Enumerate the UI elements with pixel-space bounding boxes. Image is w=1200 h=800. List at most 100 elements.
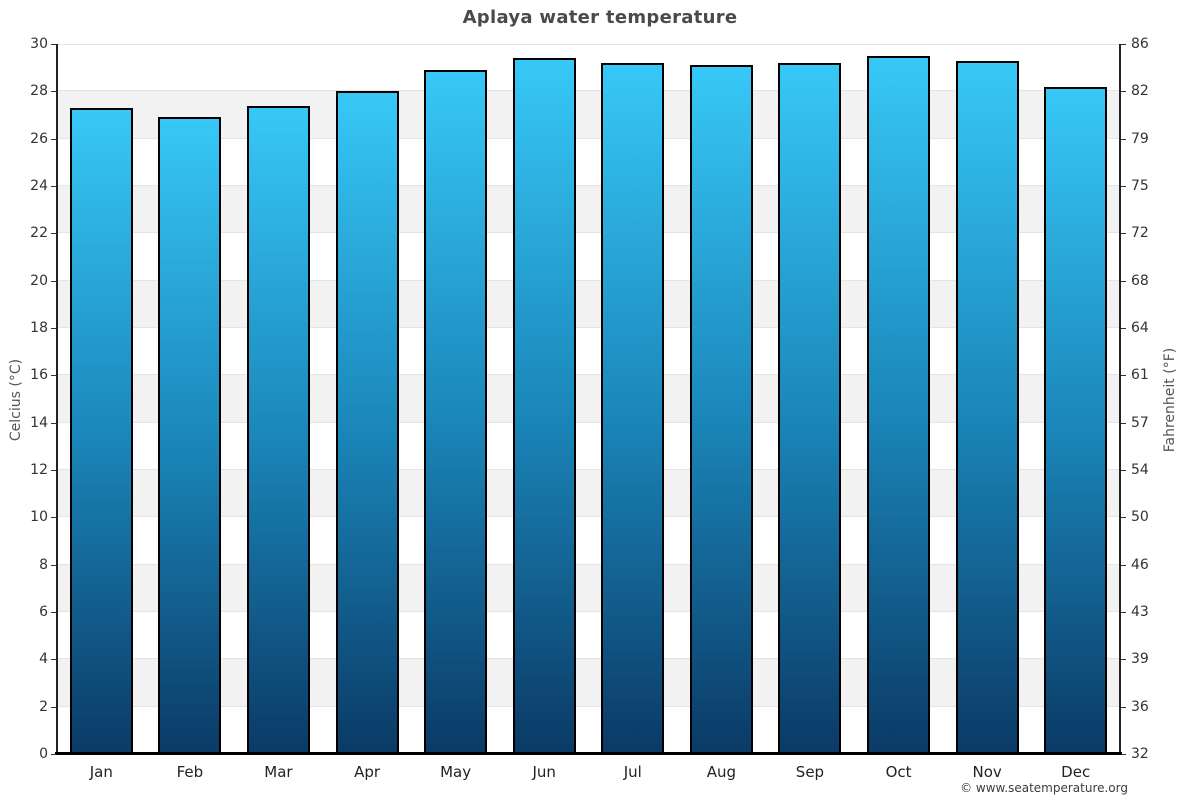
y-tick-label-fahrenheit: 54 xyxy=(1131,462,1149,478)
y-tick-label-fahrenheit: 75 xyxy=(1131,178,1149,194)
y-gridline xyxy=(57,138,1120,139)
axis-tick-mark xyxy=(1121,659,1126,660)
y-tick-label-fahrenheit: 79 xyxy=(1131,130,1149,147)
bar-nov[interactable] xyxy=(956,60,1019,754)
axis-tick-mark xyxy=(1121,754,1126,755)
x-axis-line xyxy=(55,752,1122,755)
plot-band xyxy=(57,422,1120,470)
bar-sep[interactable] xyxy=(778,62,841,754)
axis-tick-mark xyxy=(51,517,56,518)
plot-band xyxy=(57,517,1120,565)
y-tick-label-celsius: 12 xyxy=(30,462,48,478)
axis-tick-mark xyxy=(51,659,56,660)
axis-tick-mark xyxy=(51,328,56,329)
plot-band xyxy=(57,186,1120,234)
y-tick-label-fahrenheit: 50 xyxy=(1131,509,1149,526)
axis-tick-mark xyxy=(1121,423,1126,424)
axis-tick-mark xyxy=(1121,44,1126,45)
bar-oct[interactable] xyxy=(867,55,930,754)
y-tick-label-fahrenheit: 36 xyxy=(1131,698,1149,715)
y-gridline xyxy=(57,469,1120,470)
axis-tick-mark xyxy=(51,565,56,566)
axis-tick-mark xyxy=(51,470,56,471)
plot-band xyxy=(57,91,1120,139)
y-tick-label-fahrenheit: 64 xyxy=(1131,320,1149,336)
axis-tick-mark xyxy=(1121,281,1126,282)
plot-band xyxy=(57,233,1120,281)
y-tick-label-celsius: 4 xyxy=(39,651,48,668)
x-tick-label-sep: Sep xyxy=(795,763,825,781)
axis-tick-mark xyxy=(1121,375,1126,376)
bar-may[interactable] xyxy=(424,70,487,754)
y-gridline xyxy=(57,44,1120,45)
bar-mar[interactable] xyxy=(247,105,310,754)
y-tick-label-celsius: 16 xyxy=(30,367,48,384)
y-tick-label-celsius: 8 xyxy=(39,556,48,573)
y-gridline xyxy=(57,232,1120,233)
x-tick-label-jun: Jun xyxy=(532,763,556,781)
chart-title: Aplaya water temperature xyxy=(462,7,738,28)
plot-band xyxy=(57,659,1120,707)
plot-band xyxy=(57,328,1120,376)
y-tick-label-celsius: 14 xyxy=(30,414,48,431)
axis-tick-mark xyxy=(51,233,56,234)
x-tick-label-jul: Jul xyxy=(623,763,642,781)
axis-tick-mark xyxy=(51,375,56,376)
y-tick-label-fahrenheit: 68 xyxy=(1131,272,1149,289)
axis-tick-mark xyxy=(51,612,56,613)
bar-feb[interactable] xyxy=(158,117,221,754)
y-gridline xyxy=(57,706,1120,707)
axis-tick-mark xyxy=(1121,517,1126,518)
axis-tick-mark xyxy=(51,707,56,708)
y-gridline xyxy=(57,611,1120,612)
x-tick-label-aug: Aug xyxy=(706,763,737,781)
y-tick-label-fahrenheit: 61 xyxy=(1131,367,1149,384)
x-tick-label-apr: Apr xyxy=(354,763,381,781)
x-tick-label-feb: Feb xyxy=(176,763,204,781)
axis-tick-mark xyxy=(1121,139,1126,140)
y-tick-label-celsius: 24 xyxy=(30,178,48,194)
y-tick-label-fahrenheit: 72 xyxy=(1131,225,1149,242)
axis-tick-mark xyxy=(1121,328,1126,329)
axis-tick-mark xyxy=(1121,233,1126,234)
y-gridline xyxy=(57,280,1120,281)
axis-tick-mark xyxy=(51,186,56,187)
x-tick-label-may: May xyxy=(440,763,472,781)
y-axis-title-celsius: Celcius (°C) xyxy=(8,358,24,442)
axis-tick-mark xyxy=(1121,186,1126,187)
y-tick-label-fahrenheit: 39 xyxy=(1131,651,1149,668)
y-tick-label-celsius: 0 xyxy=(39,746,48,762)
axis-tick-mark xyxy=(1121,612,1126,613)
plot-band xyxy=(57,375,1120,423)
bar-apr[interactable] xyxy=(336,91,399,754)
y-tick-label-fahrenheit: 82 xyxy=(1131,83,1149,100)
x-tick-label-mar: Mar xyxy=(264,763,293,781)
axis-tick-mark xyxy=(1121,91,1126,92)
y-tick-label-celsius: 22 xyxy=(30,225,48,242)
axis-tick-mark xyxy=(1121,707,1126,708)
plot-band xyxy=(57,564,1120,612)
axis-tick-mark xyxy=(1121,470,1126,471)
bar-jul[interactable] xyxy=(601,62,664,754)
bar-dec[interactable] xyxy=(1044,86,1107,754)
y-tick-label-celsius: 18 xyxy=(30,320,48,336)
y-axis-title-fahrenheit: Fahrenheit (°F) xyxy=(1162,347,1178,453)
y-tick-label-celsius: 30 xyxy=(30,36,48,52)
y-gridline xyxy=(57,185,1120,186)
plot-area xyxy=(57,44,1120,754)
plot-band xyxy=(57,612,1120,660)
y-gridline xyxy=(57,658,1120,659)
y-gridline xyxy=(57,90,1120,91)
y-tick-label-celsius: 2 xyxy=(39,698,48,715)
bar-aug[interactable] xyxy=(690,65,753,754)
y-axis-line-left xyxy=(56,44,58,755)
bar-jan[interactable] xyxy=(70,107,133,754)
x-tick-label-jan: Jan xyxy=(89,763,113,781)
bar-jun[interactable] xyxy=(513,58,576,754)
plot-band xyxy=(57,470,1120,518)
y-tick-label-celsius: 10 xyxy=(30,509,48,526)
y-tick-label-fahrenheit: 46 xyxy=(1131,556,1149,573)
axis-tick-mark xyxy=(51,281,56,282)
y-gridline xyxy=(57,422,1120,423)
